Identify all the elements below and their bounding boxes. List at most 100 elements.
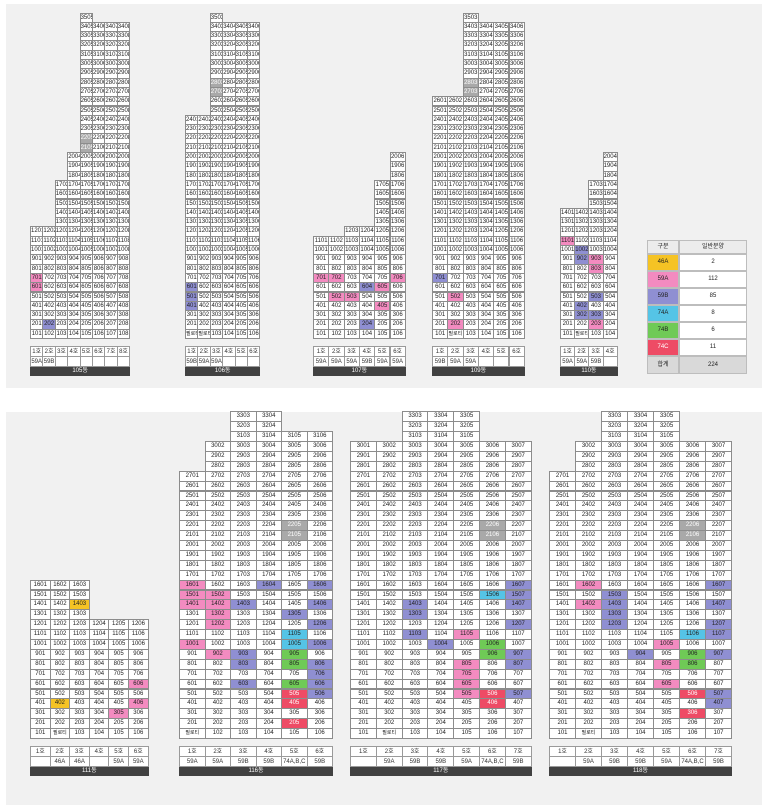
unit-cell[interactable]: 2501 xyxy=(179,490,206,502)
unit-cell[interactable]: 107 xyxy=(104,328,118,339)
unit-cell[interactable]: 702 xyxy=(42,272,56,284)
unit-cell[interactable]: 105 xyxy=(374,328,391,339)
unit-cell[interactable]: 301 xyxy=(313,310,330,321)
unit-cell[interactable]: 3305 xyxy=(79,31,93,42)
unit-cell[interactable]: 2208 xyxy=(116,133,131,144)
unit-cell[interactable]: 1406 xyxy=(247,207,261,219)
unit-cell[interactable]: 802 xyxy=(49,658,71,670)
unit-cell[interactable]: 805 xyxy=(108,658,129,670)
unit-cell[interactable]: 901 xyxy=(185,254,199,265)
unit-cell[interactable]: 1406 xyxy=(679,599,706,611)
unit-cell[interactable]: 1403 xyxy=(209,207,224,219)
unit-cell[interactable]: 706 xyxy=(128,668,149,680)
unit-cell[interactable]: 2501 xyxy=(549,490,576,502)
unit-cell[interactable]: 401 xyxy=(432,300,449,312)
unit-cell[interactable]: 1101 xyxy=(30,235,44,246)
unit-cell[interactable]: 3303 xyxy=(601,411,628,423)
unit-cell[interactable]: 2405 xyxy=(79,114,93,126)
unit-cell[interactable]: 205 xyxy=(234,319,248,330)
unit-cell[interactable]: 206 xyxy=(247,319,261,330)
unit-cell[interactable]: 806 xyxy=(679,658,706,670)
unit-cell[interactable]: 406 xyxy=(508,300,525,312)
unit-cell[interactable]: 1605 xyxy=(374,189,391,200)
unit-cell[interactable]: 505 xyxy=(493,291,510,302)
unit-cell[interactable]: 705 xyxy=(653,668,680,680)
unit-cell[interactable]: 402 xyxy=(575,698,602,710)
unit-cell[interactable]: 904 xyxy=(427,648,455,660)
unit-cell[interactable]: 2702 xyxy=(204,470,231,482)
unit-cell[interactable]: 702 xyxy=(49,668,71,680)
unit-cell[interactable]: 104 xyxy=(67,328,81,339)
unit-cell[interactable]: 302 xyxy=(328,310,345,321)
unit-cell[interactable]: 906 xyxy=(679,648,706,660)
unit-cell[interactable]: 2408 xyxy=(116,114,131,126)
unit-cell[interactable]: 2302 xyxy=(447,124,464,135)
unit-cell[interactable]: 905 xyxy=(234,254,248,265)
unit-cell[interactable]: 1404 xyxy=(602,207,618,219)
unit-cell[interactable]: 1207 xyxy=(504,619,532,631)
unit-cell[interactable]: 701 xyxy=(560,272,576,284)
unit-cell[interactable]: 704 xyxy=(427,668,455,680)
unit-cell[interactable]: 1905 xyxy=(79,161,93,172)
unit-cell[interactable]: 1606 xyxy=(479,579,506,591)
unit-cell[interactable]: 506 xyxy=(247,291,261,302)
unit-cell[interactable]: 1504 xyxy=(67,198,81,209)
unit-cell[interactable]: 305 xyxy=(453,708,480,720)
unit-cell[interactable]: 1003 xyxy=(69,639,90,650)
unit-cell[interactable]: 503 xyxy=(601,688,628,700)
unit-cell[interactable]: 2806 xyxy=(679,460,706,472)
unit-cell[interactable]: 2206 xyxy=(306,520,333,532)
unit-cell[interactable]: 2101 xyxy=(432,142,449,153)
unit-cell[interactable]: 2807 xyxy=(705,460,732,472)
unit-cell[interactable]: 205 xyxy=(108,718,129,730)
unit-cell[interactable]: 2301 xyxy=(432,124,449,135)
unit-cell[interactable]: 2104 xyxy=(255,530,282,541)
unit-cell[interactable]: 603 xyxy=(69,678,90,690)
unit-cell[interactable]: 1706 xyxy=(306,569,333,581)
unit-cell[interactable]: 505 xyxy=(453,688,480,700)
unit-cell[interactable]: 1304 xyxy=(427,609,455,621)
unit-cell[interactable]: 3403 xyxy=(462,21,479,33)
unit-cell[interactable]: 203 xyxy=(209,319,224,330)
unit-cell[interactable]: 2907 xyxy=(504,450,532,462)
unit-cell[interactable]: 2206 xyxy=(508,133,525,144)
unit-cell[interactable]: 605 xyxy=(493,282,510,293)
unit-cell[interactable]: 1201 xyxy=(30,226,44,237)
unit-cell[interactable]: 2107 xyxy=(504,530,532,541)
unit-cell[interactable]: 2507 xyxy=(705,490,732,502)
unit-cell[interactable]: 404 xyxy=(255,698,282,710)
unit-cell[interactable]: 1103 xyxy=(209,235,224,246)
unit-cell[interactable]: 605 xyxy=(653,678,680,690)
unit-cell[interactable]: 302 xyxy=(375,708,403,720)
unit-cell[interactable]: 206 xyxy=(479,718,506,730)
unit-cell[interactable]: 2005 xyxy=(453,540,480,551)
unit-cell[interactable]: 202 xyxy=(197,319,211,330)
unit-cell[interactable]: 206 xyxy=(92,319,106,330)
unit-cell[interactable]: 806 xyxy=(92,263,106,274)
unit-cell[interactable]: 2804 xyxy=(477,77,495,88)
unit-cell[interactable]: 805 xyxy=(374,263,391,274)
unit-cell[interactable]: 306 xyxy=(306,708,333,720)
unit-cell[interactable]: 1005 xyxy=(234,245,248,256)
unit-cell[interactable]: 2503 xyxy=(462,105,479,116)
unit-cell[interactable]: 1202 xyxy=(447,226,464,237)
unit-cell[interactable]: 1001 xyxy=(549,639,576,650)
unit-cell[interactable]: 106 xyxy=(92,328,106,339)
unit-cell[interactable]: 804 xyxy=(627,658,654,670)
unit-cell[interactable]: 204 xyxy=(358,319,376,330)
unit-cell[interactable]: 2205 xyxy=(493,133,510,144)
unit-cell[interactable]: 106 xyxy=(306,728,333,739)
unit-cell[interactable]: 105 xyxy=(79,328,93,339)
unit-cell[interactable]: 1601 xyxy=(432,189,449,200)
unit-cell[interactable]: 1501 xyxy=(549,589,576,601)
unit-cell[interactable]: 2504 xyxy=(222,105,236,116)
unit-cell[interactable]: 3004 xyxy=(255,441,282,452)
unit-cell[interactable]: 1404 xyxy=(627,599,654,611)
unit-cell[interactable]: 1901 xyxy=(432,161,449,172)
unit-cell[interactable]: 802 xyxy=(197,263,211,274)
unit-cell[interactable]: 1806 xyxy=(389,170,406,181)
unit-cell[interactable]: 1505 xyxy=(493,198,510,209)
unit-cell[interactable]: 403 xyxy=(54,300,69,312)
unit-cell[interactable]: 3005 xyxy=(234,59,248,70)
unit-cell[interactable]: 2601 xyxy=(350,480,377,492)
